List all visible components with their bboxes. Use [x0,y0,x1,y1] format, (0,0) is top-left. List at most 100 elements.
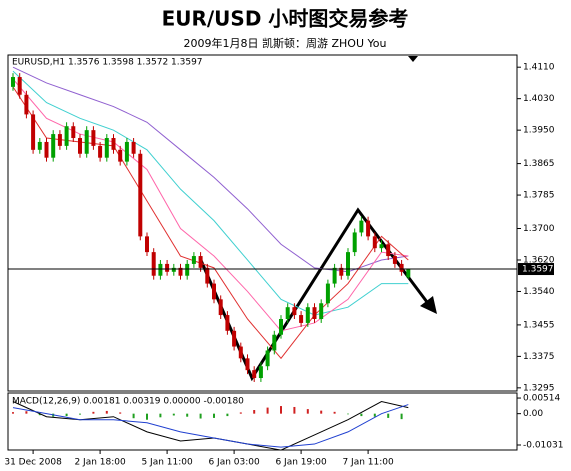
macd-bar [226,413,229,417]
y-tick-label: 1.3620 [523,255,555,265]
macd-y-tick-label: 0.00514 [523,394,560,404]
price-panel [7,54,518,392]
candle-body [218,299,223,316]
candle-body [319,303,324,319]
candle-body [111,138,116,150]
candle-body [198,256,203,268]
macd-bar [266,407,269,414]
candle-body [386,244,391,257]
macd-bar [79,413,81,415]
macd-panel [7,392,518,451]
y-tick-label: 1.4110 [523,63,555,73]
macd-bar [92,411,95,414]
candle-body [205,267,210,284]
candle-body [17,77,22,95]
candle-body [312,307,317,319]
candle-body [145,236,149,253]
candle-body [57,134,62,146]
macd-bar [186,413,189,417]
candle-body [392,256,397,264]
candle-body [71,126,76,139]
macd-bar [213,413,215,418]
macd-bar [25,411,28,414]
candle-body [238,346,243,359]
x-tick-label: 6 Jan 19:00 [275,458,327,468]
macd-bar [172,413,175,416]
candle-body [118,149,123,162]
y-tick-label: 1.4030 [523,94,555,104]
macd-label: MACD(12,26,9) 0.00181 0.00319 0.00000 -0… [12,397,244,407]
candle-body [272,334,277,351]
macd-bar [280,406,282,414]
macd-bar [400,413,403,420]
macd-bar [119,412,122,414]
shift-marker [408,56,418,62]
x-tick-label: 31 Dec 2008 [4,458,62,468]
y-tick-label: 1.3865 [523,159,555,169]
chart-title: EUR/USD 小时图交易参考 [162,7,409,31]
x-tick-label: 7 Jan 11:00 [342,458,394,468]
candle-body [245,358,250,371]
candle-body [158,263,163,276]
candle-body [225,315,230,331]
candle-body [305,307,310,323]
candle-body [325,283,330,304]
macd-bar [199,413,202,419]
candle-body [332,267,337,284]
candle-body [31,114,36,150]
candle-body [366,220,371,237]
candle-body [379,244,384,249]
macd-bar [12,412,14,414]
y-tick-label: 1.3785 [523,191,555,201]
macd-bar [320,410,323,414]
candle-body [84,130,89,154]
candle-body [64,126,69,146]
macd-y-tick-label: -0.01031 [523,440,563,450]
x-tick-label: 5 Jan 11:00 [141,458,193,468]
candle-body [124,141,129,162]
candle-body [372,236,377,249]
y-tick-label: 1.3950 [523,126,555,136]
candle-body [252,370,257,379]
y-tick-label: 1.3375 [523,352,555,362]
candle-body [51,134,56,158]
candle-body [78,138,82,154]
y-tick-label: 1.3295 [523,383,555,393]
candle-body [151,252,156,276]
candle-body [138,153,143,237]
y-tick-label: 1.3700 [523,224,555,234]
macd-bar [306,409,309,414]
candle-body [346,252,350,276]
candle-body [285,307,290,319]
chart-subtitle: 2009年1月8日 凯斯顿：周游 ZHOU You [184,36,387,50]
x-tick-label: 2 Jan 18:00 [74,458,126,468]
candle-body [171,267,176,272]
macd-bar [347,413,349,415]
candle-body [212,283,216,300]
arrow-head [420,296,437,314]
candle-body [191,256,196,264]
candle-body [104,138,109,158]
candle-body [37,141,42,150]
candle-body [131,141,136,154]
candle-body [292,307,297,316]
candle-body [359,220,364,233]
y-tick-label: 1.3455 [523,320,555,330]
y-tick-label: 1.3540 [523,287,555,297]
candle-body [279,319,283,335]
candle-body [299,315,304,323]
macd-bar [159,413,162,418]
candle-body [98,145,103,158]
candle-body [265,350,270,367]
macd-bar [146,413,148,420]
candle-body [339,267,344,276]
macd-line [12,404,409,448]
macd-bar [293,406,296,414]
panel-label: EURUSD,H1 1.3576 1.3598 1.3572 1.3597 [12,58,203,68]
candle-body [258,366,263,379]
macd-bar [333,411,336,414]
candle-body [178,267,183,276]
last-price-label: 1.3597 [522,265,554,275]
